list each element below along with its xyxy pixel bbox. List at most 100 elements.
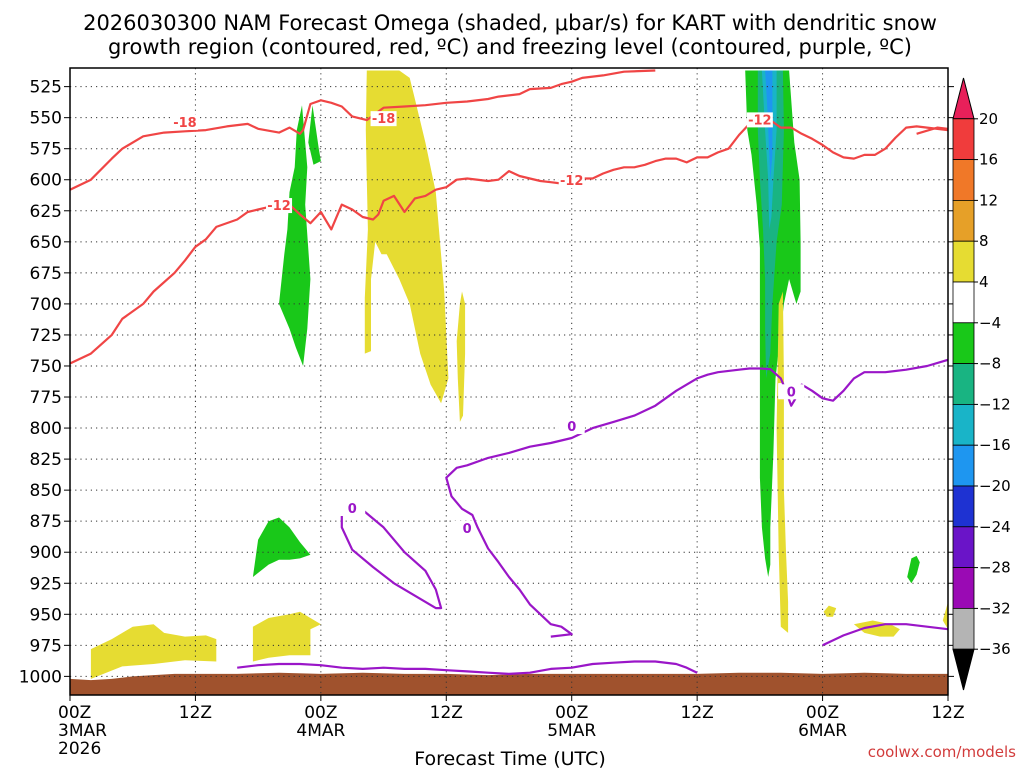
colorbar-swatch-13 [952, 608, 975, 650]
freezing-loop-label-bg-0 [339, 501, 366, 517]
omega-yellow-1 [364, 70, 449, 404]
freezing-main-label-2: 0 [463, 522, 472, 537]
xtick-label-36-0: 12Z [430, 703, 463, 723]
colorbar-swatch-10 [952, 485, 975, 528]
x-axis-label: Forecast Time (UTC) [414, 748, 605, 768]
ytick-label-675: 675 [30, 264, 62, 284]
ytick-label-550: 550 [30, 109, 62, 129]
freezing-upper-label-bg-0 [558, 419, 585, 435]
ytick-label-575: 575 [30, 140, 62, 160]
ytick-label-750: 750 [30, 357, 62, 377]
dgz-minus18-label-0: -18 [173, 116, 197, 131]
ytick-label-650: 650 [30, 233, 62, 253]
dgz-minus12-label-0: -12 [267, 199, 291, 214]
ytick-label-600: 600 [30, 171, 62, 191]
plot-frame [69, 67, 949, 696]
colorbar-label-2: 12 [979, 191, 998, 209]
colorbar-swatch-11 [952, 526, 975, 568]
omega-yellow-6 [823, 605, 837, 617]
dgz-minus18-label-bg-1 [370, 111, 397, 127]
ytick-label-975: 975 [30, 636, 62, 656]
colorbar-label-10: −24 [979, 518, 1011, 536]
ytick-label-875: 875 [30, 512, 62, 532]
plot-inner: -18-18-12-12-12000000 [70, 68, 948, 695]
omega-yellow-8 [942, 601, 948, 630]
colorbar-swatch-4 [952, 240, 975, 283]
colorbar-bottom-arrow [952, 648, 975, 691]
chart-title-line-2: growth region (contoured, red, ºC) and f… [108, 35, 912, 59]
xtick-label-48-0: 00Z [555, 703, 588, 723]
xtick-label-12-0: 12Z [179, 703, 212, 723]
freezing-upper-label-0: 0 [567, 420, 576, 435]
colorbar-swatch-7 [952, 363, 975, 405]
colorbar-swatch-5 [952, 281, 975, 324]
ytick-label-1000: 1000 [19, 667, 62, 687]
ytick-label-825: 825 [30, 450, 62, 470]
omega-colorbar: 20 16 12 8 4 −4 −8 −12 −16 −20 −24 −28 −32 −36 [952, 77, 1011, 691]
colorbar-top-arrow [952, 77, 975, 120]
dgz-minus12-line [70, 118, 948, 365]
ytick-label-800: 800 [30, 419, 62, 439]
colorbar-swatch-2 [952, 159, 975, 201]
dgz-minus12-label-bg-2 [746, 112, 773, 128]
colorbar-label-6: −8 [979, 355, 1001, 373]
colorbar-label-3: 8 [979, 232, 989, 250]
ytick-label-850: 850 [30, 481, 62, 501]
xtick-label-0-2: 2026 [58, 739, 101, 759]
xtick-label-48-1: 5MAR [547, 721, 596, 741]
colorbar-label-11: −28 [979, 559, 1011, 577]
ytick-label-900: 900 [30, 543, 62, 563]
colorbar-label-4: 4 [979, 273, 989, 291]
freezing-upper-label-1: 0 [787, 385, 796, 400]
dgz-minus18-label-bg-0 [171, 114, 198, 130]
xtick-label-84-0: 12Z [931, 703, 964, 723]
dgz-minus18-label-1: -18 [372, 112, 396, 127]
omega-green-2 [308, 105, 321, 165]
pressure-axis: 525 550 575 600 625 650 675 700 725 750 775 800 825 8… [19, 78, 954, 687]
xtick-label-72-1: 6MAR [798, 721, 847, 741]
freezing-main-label-bg-2 [454, 520, 481, 536]
colorbar-label-5: −4 [979, 314, 1001, 332]
colorbar-label-13: −36 [979, 640, 1011, 658]
colorbar-swatch-1 [952, 118, 975, 161]
freezing-loop-label-0: 0 [348, 502, 357, 517]
dgz-minus18-line [70, 69, 656, 191]
freezing-main-line [237, 660, 698, 676]
omega-yellow-4 [252, 611, 321, 662]
omega-green-1 [279, 105, 311, 366]
colorbar-label-8: −16 [979, 436, 1011, 454]
freezing-upper-label-bg-1 [778, 384, 805, 400]
dgz-minus12-label-bg-1 [558, 173, 585, 189]
omega-teal [757, 70, 784, 379]
chart-title-line-1: 2026030300 NAM Forecast Omega (shaded, μ… [83, 11, 937, 35]
colorbar-swatch-9 [952, 444, 975, 487]
colorbar-label-12: −32 [979, 599, 1011, 617]
colorbar-label-7: −12 [979, 395, 1011, 413]
omega-green-4 [745, 70, 801, 577]
xtick-label-24-0: 00Z [304, 703, 337, 723]
omega-yellow-3 [90, 624, 217, 679]
colorbar-swatch-3 [952, 199, 975, 242]
credit-text[interactable]: coolwx.com/models [868, 743, 1016, 761]
ytick-label-700: 700 [30, 295, 62, 315]
colorbar-label-0: 20 [979, 110, 998, 128]
ytick-label-775: 775 [30, 388, 62, 408]
ytick-label-525: 525 [30, 78, 62, 98]
plot-area: -18-18-12-12-12000000 [69, 67, 949, 696]
xtick-label-60-0: 12Z [681, 703, 714, 723]
omega-yellow-2 [456, 291, 466, 422]
colorbar-swatch-8 [952, 403, 975, 446]
ytick-label-725: 725 [30, 326, 62, 346]
ytick-label-925: 925 [30, 574, 62, 594]
xtick-label-72-0: 00Z [806, 703, 839, 723]
colorbar-label-1: 16 [979, 151, 998, 169]
xtick-label-0-0: 00Z [58, 703, 91, 723]
dgz-minus18-east-line [916, 126, 948, 135]
dgz-minus12-label-bg-0 [266, 198, 293, 214]
omega-green-3 [252, 517, 311, 577]
colorbar-swatch-6 [952, 322, 975, 364]
freezing-loop-line [340, 508, 443, 610]
dgz-minus12-label-2: -12 [748, 113, 772, 128]
